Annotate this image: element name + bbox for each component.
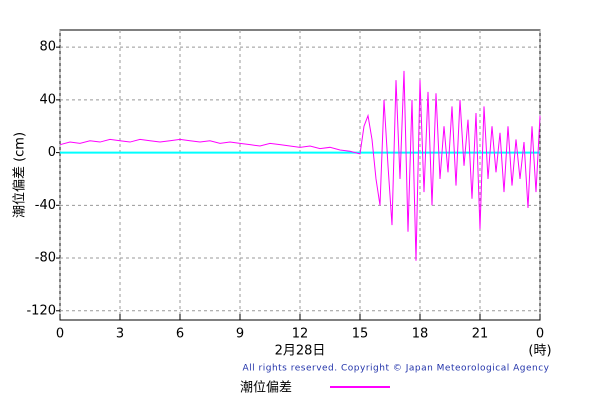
x-tick-label: 0 [56, 327, 64, 342]
x-tick-label: 15 [352, 327, 369, 342]
x-tick-label: 21 [472, 327, 489, 342]
y-tick-label: 80 [39, 40, 56, 55]
x-tick-label: 0 [536, 327, 544, 342]
x-tick-label: 6 [176, 327, 184, 342]
legend-label: 潮位偏差 [240, 381, 292, 396]
y-tick-label: -40 [35, 198, 56, 213]
y-tick-label: 40 [39, 92, 56, 107]
x-tick-label: 12 [292, 327, 309, 342]
x-tick-label: 9 [236, 327, 244, 342]
y-tick-label: 0 [48, 145, 56, 160]
x-axis-label: 2月28日 [275, 344, 326, 359]
x-tick-label: 3 [116, 327, 124, 342]
y-tick-label: -120 [26, 303, 56, 318]
copyright: All rights reserved. Copyright © Japan M… [243, 364, 550, 374]
y-axis-label: 潮位偏差 (cm) [13, 132, 28, 218]
data-line [59, 70, 541, 261]
x-tick-label: 18 [412, 327, 429, 342]
x-axis-unit: (時) [528, 344, 551, 359]
y-tick-label: -80 [35, 251, 56, 266]
